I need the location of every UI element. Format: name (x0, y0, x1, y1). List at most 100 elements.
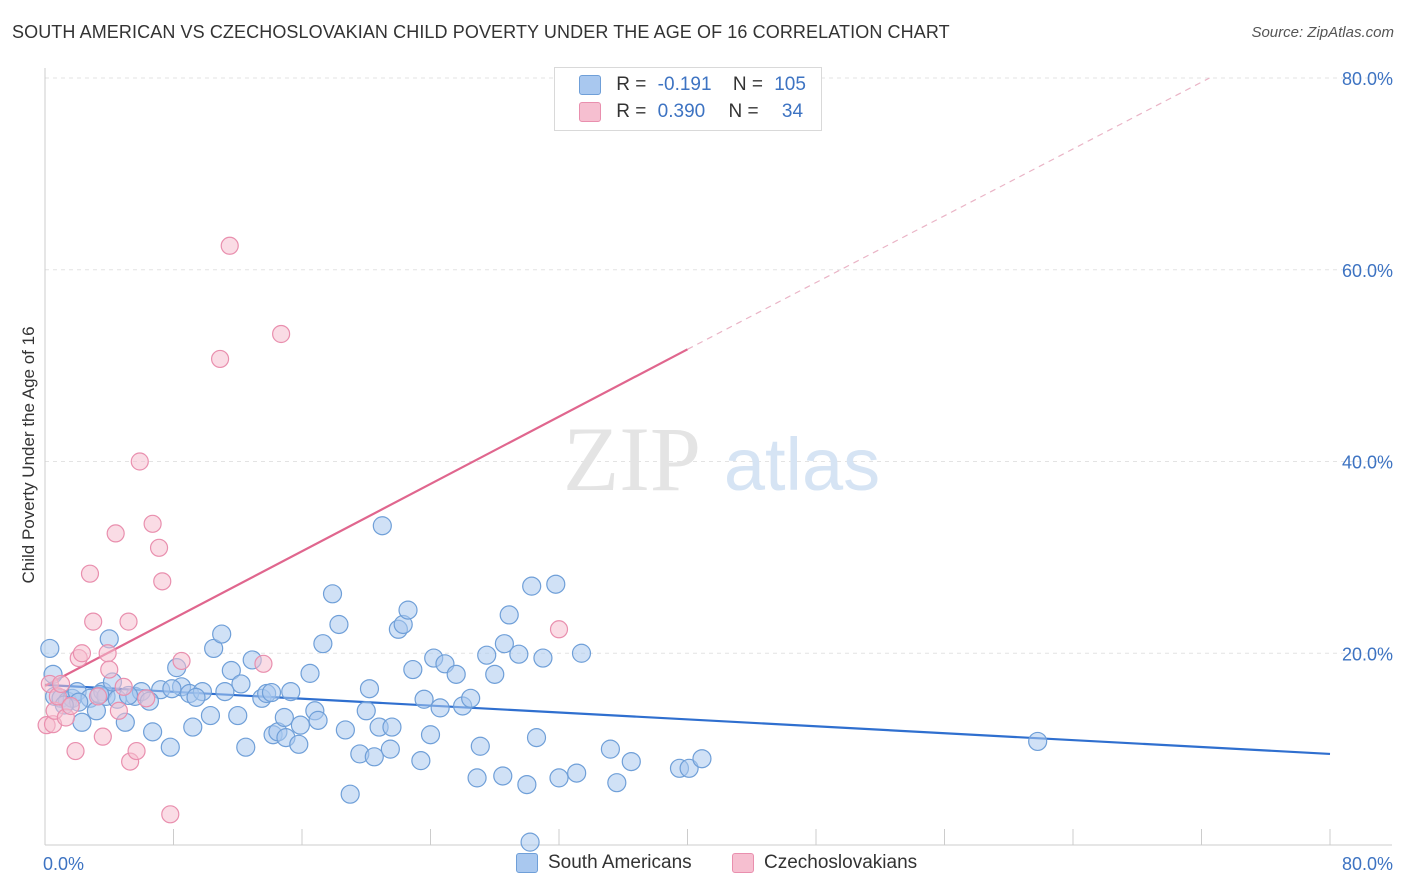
pink-swatch (732, 852, 754, 873)
data-point-south-americans (221, 660, 241, 681)
data-point-south-americans (274, 707, 294, 728)
data-point-south-americans (236, 737, 256, 757)
trend-line-czechoslovakians (44, 348, 689, 687)
series-czechoslovakians (37, 236, 569, 824)
series-south-americans (40, 516, 1048, 852)
n-label: N = (728, 101, 759, 122)
r-value: 0.390 (657, 101, 706, 122)
data-point-south-americans (692, 749, 712, 769)
data-point-south-americans (517, 774, 537, 795)
data-point-south-americans (621, 751, 641, 772)
data-point-south-americans (289, 734, 309, 754)
data-point-czechoslovakians (127, 741, 146, 761)
data-point-south-americans (281, 681, 301, 702)
data-point-south-americans (40, 638, 60, 659)
data-point-czechoslovakians (72, 644, 92, 663)
data-point-south-americans (200, 705, 221, 726)
data-point-south-americans (382, 717, 402, 737)
data-point-south-americans (485, 664, 505, 684)
data-point-south-americans (183, 717, 203, 737)
data-point-south-americans (567, 763, 587, 783)
legend-row-czechoslovakians: R = 0.390 N = 34 (579, 101, 803, 125)
data-point-south-americans (290, 715, 310, 735)
data-point-south-americans (231, 674, 251, 694)
data-point-south-americans (186, 687, 206, 707)
data-point-south-americans (470, 736, 490, 756)
data-point-south-americans (461, 688, 481, 708)
data-point-czechoslovakians (130, 452, 149, 471)
data-point-south-americans (308, 710, 328, 730)
watermark-atlas: atlas (724, 423, 880, 506)
data-point-south-americans (533, 648, 553, 668)
data-point-czechoslovakians (143, 514, 162, 533)
data-point-south-americans (403, 659, 423, 680)
data-point-south-americans (162, 679, 182, 699)
data-point-south-americans (571, 643, 592, 663)
legend-item-south-americans: South Americans (516, 852, 692, 874)
watermark-zip: ZIP (563, 408, 701, 510)
n-value: 105 (774, 74, 806, 95)
r-label: R = (616, 101, 647, 122)
data-point-south-americans (420, 725, 441, 745)
data-point-czechoslovakians (88, 687, 108, 706)
r-label: R = (616, 74, 647, 95)
data-point-czechoslovakians (61, 696, 80, 716)
data-point-south-americans (546, 574, 566, 594)
n-label: N = (732, 74, 763, 95)
x-tick-label: 80.0% (1342, 854, 1393, 874)
y-tick-label: 80.0% (1342, 69, 1393, 89)
data-point-south-americans (430, 698, 450, 718)
axis-labels: 20.0% 40.0% 60.0% 80.0% 0.0% 80.0% Child Pover… (19, 69, 1393, 874)
data-point-czechoslovakians (172, 651, 191, 671)
data-point-south-americans (364, 747, 384, 767)
data-point-south-americans (398, 600, 418, 620)
data-point-south-americans (607, 773, 627, 793)
data-point-south-americans (679, 758, 699, 778)
data-point-czechoslovakians (114, 677, 133, 696)
data-point-south-americans (600, 739, 621, 759)
series-legend: South Americans Czechoslovakians (0, 852, 1406, 878)
blue-swatch (516, 852, 538, 873)
legend-row-south-americans: R = -0.191 N = 105 (579, 74, 806, 98)
legend-label: South Americans (548, 852, 692, 873)
data-point-czechoslovakians (93, 727, 112, 746)
n-value: 34 (781, 101, 804, 122)
data-point-south-americans (261, 682, 282, 703)
data-point-south-americans (1028, 731, 1048, 752)
data-point-south-americans (477, 645, 497, 665)
data-point-south-americans (359, 679, 380, 699)
blue-swatch (579, 74, 601, 95)
data-point-czechoslovakians (51, 674, 71, 694)
legend-label: Czechoslovakians (764, 852, 918, 873)
y-tick-label: 20.0% (1342, 644, 1393, 664)
data-point-czechoslovakians (80, 564, 100, 583)
data-point-south-americans (499, 605, 519, 625)
y-axis-label: Child Poverty Under the Age of 16 (19, 326, 38, 583)
data-point-south-americans (494, 634, 514, 654)
data-point-south-americans (335, 720, 355, 740)
data-point-czechoslovakians (210, 349, 230, 369)
y-tick-label: 40.0% (1342, 453, 1393, 473)
data-point-south-americans (467, 768, 487, 788)
data-point-south-americans (493, 766, 513, 786)
data-point-south-americans (300, 663, 320, 683)
data-point-south-americans (356, 701, 376, 721)
chart-title: SOUTH AMERICAN VS CZECHOSLOVAKIAN CHILD … (12, 22, 950, 42)
data-point-south-americans (522, 576, 542, 596)
pink-swatch (579, 101, 601, 122)
data-point-south-americans (414, 689, 434, 709)
data-point-czechoslovakians (106, 524, 125, 543)
data-point-south-americans (372, 516, 392, 536)
data-point-south-americans (160, 737, 180, 757)
data-point-south-americans (215, 681, 235, 702)
data-point-south-americans (322, 584, 343, 604)
data-point-south-americans (380, 739, 400, 759)
data-point-czechoslovakians (549, 620, 569, 639)
data-point-czechoslovakians (220, 236, 239, 255)
data-point-czechoslovakians (137, 689, 156, 708)
axes (44, 68, 1392, 846)
data-point-south-americans (526, 728, 547, 748)
data-point-czechoslovakians (161, 805, 180, 824)
data-point-czechoslovakians (98, 644, 117, 663)
